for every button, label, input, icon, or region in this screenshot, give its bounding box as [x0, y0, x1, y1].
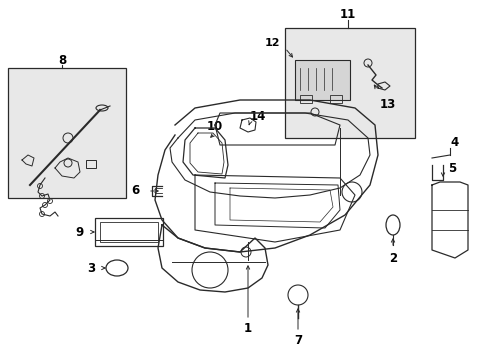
Bar [8, 68, 126, 198]
Bar [285, 28, 414, 138]
Bar [8, 68, 126, 198]
Text: 3: 3 [87, 261, 95, 274]
Text: 11: 11 [339, 8, 355, 21]
Bar [95, 218, 163, 246]
Text: 12: 12 [264, 38, 280, 48]
Text: 7: 7 [293, 333, 302, 346]
Bar [294, 60, 349, 100]
Bar [86, 160, 96, 168]
Bar [329, 95, 341, 103]
Bar [294, 60, 349, 100]
Text: 6: 6 [131, 184, 140, 198]
Text: 1: 1 [244, 321, 251, 334]
Text: 8: 8 [58, 54, 66, 67]
Text: 4: 4 [450, 136, 458, 149]
Text: 14: 14 [249, 109, 265, 122]
Text: 13: 13 [379, 99, 395, 112]
Bar [100, 222, 158, 242]
Bar [299, 95, 311, 103]
Text: 5: 5 [447, 162, 455, 175]
Text: 2: 2 [388, 252, 396, 265]
Text: 10: 10 [206, 120, 223, 132]
Bar [285, 28, 414, 138]
Text: 9: 9 [76, 225, 84, 238]
